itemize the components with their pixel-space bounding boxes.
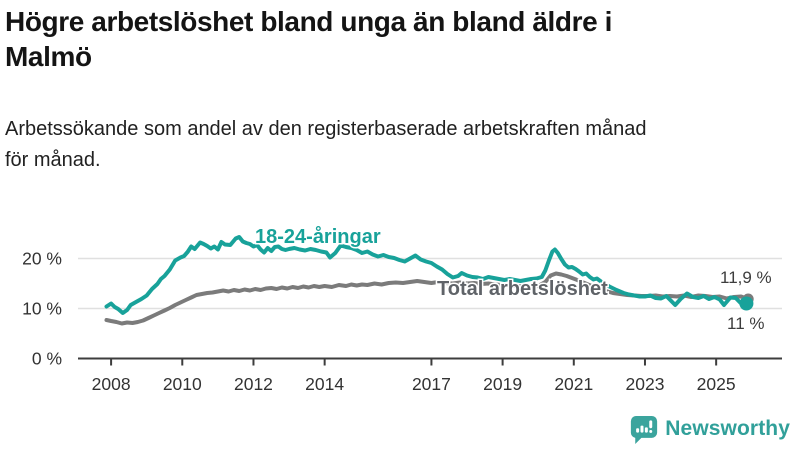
end-value-label: 11 %: [727, 314, 765, 333]
x-tick-label: 2023: [626, 374, 665, 394]
page-title: Högre arbetslöshet bland unga än bland ä…: [5, 6, 613, 72]
x-tick-label: 2021: [554, 374, 593, 394]
series-label: 18-24-åringar: [255, 225, 381, 248]
y-tick-label: 0 %: [32, 349, 62, 369]
x-tick-label: 2017: [412, 374, 451, 394]
x-tick-label: 2012: [234, 374, 273, 394]
newsworthy-logo: Newsworthy: [630, 413, 790, 445]
series-end-dot: [739, 296, 754, 311]
youth-series-line: [104, 235, 749, 315]
page-subtitle: Arbetssökande som andel av den registerb…: [5, 118, 647, 171]
x-tick-label: 2019: [483, 374, 522, 394]
y-tick-label: 10 %: [22, 299, 62, 319]
x-tick-label: 2025: [697, 374, 736, 394]
end-value-label: 11,9 %: [720, 268, 772, 287]
newsworthy-wordmark: Newsworthy: [665, 417, 790, 440]
x-tick-label: 2008: [92, 374, 131, 394]
total-series-line: [104, 271, 751, 326]
unemployment-line-chart: 2008 2010 2012 2014 2017 2019 2021 2023 2025 0 % 1…: [22, 224, 782, 394]
bar-chart-speech-bubble-icon: [631, 415, 658, 444]
y-tick-label: 20 %: [22, 249, 62, 269]
x-tick-label: 2010: [163, 374, 202, 394]
x-tick-label: 2014: [305, 374, 344, 394]
series-label: Total arbetslöshet: [437, 278, 608, 300]
